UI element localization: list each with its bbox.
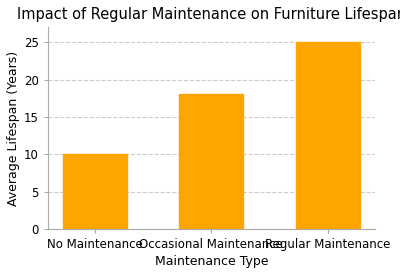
Bar <box>296 42 360 229</box>
Bar <box>63 154 127 229</box>
Title: Impact of Regular Maintenance on Furniture Lifespan: Impact of Regular Maintenance on Furnitu… <box>17 7 400 22</box>
X-axis label: Maintenance Type: Maintenance Type <box>155 255 268 268</box>
Y-axis label: Average Lifespan (Years): Average Lifespan (Years) <box>7 51 20 206</box>
Bar <box>179 95 244 229</box>
